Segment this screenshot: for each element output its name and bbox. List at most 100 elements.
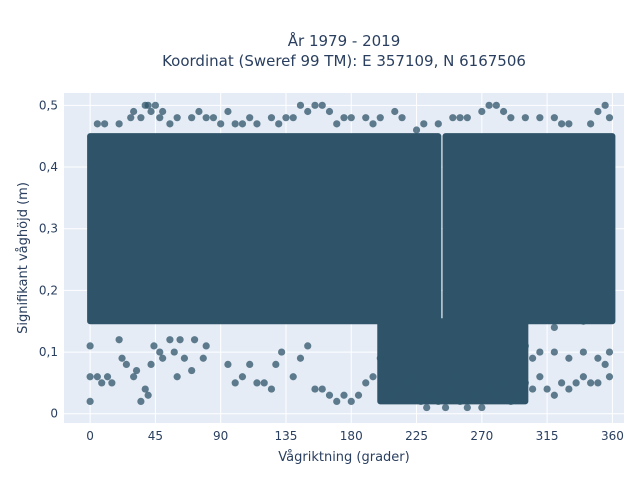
data-point bbox=[156, 114, 164, 122]
data-point bbox=[202, 342, 210, 350]
data-point bbox=[260, 379, 268, 387]
data-point bbox=[536, 373, 544, 381]
data-point bbox=[507, 397, 515, 406]
data-point bbox=[130, 107, 138, 116]
data-point bbox=[238, 120, 247, 128]
data-point bbox=[550, 114, 558, 122]
data-point bbox=[362, 114, 370, 122]
data-point bbox=[398, 114, 406, 122]
dense-point-cloud bbox=[377, 318, 529, 405]
data-point bbox=[278, 348, 286, 356]
data-point bbox=[594, 354, 602, 362]
data-point bbox=[521, 379, 529, 387]
data-point bbox=[362, 379, 370, 387]
data-point bbox=[318, 101, 326, 109]
data-point bbox=[558, 379, 566, 387]
data-point bbox=[296, 101, 305, 109]
data-point bbox=[122, 360, 130, 369]
data-point bbox=[402, 379, 410, 387]
x-tick-label: 135 bbox=[275, 429, 298, 443]
data-point bbox=[159, 354, 167, 362]
data-point bbox=[101, 120, 109, 128]
data-point bbox=[159, 107, 167, 116]
data-point bbox=[605, 373, 614, 381]
data-point bbox=[423, 403, 431, 412]
data-point bbox=[325, 107, 334, 116]
data-point bbox=[529, 385, 537, 393]
y-tick-label: 0,2 bbox=[39, 283, 58, 297]
data-point bbox=[340, 391, 348, 399]
data-point bbox=[427, 391, 435, 399]
data-point bbox=[132, 366, 141, 375]
data-point bbox=[376, 354, 384, 362]
data-point bbox=[565, 354, 573, 362]
data-point bbox=[354, 391, 363, 399]
data-point bbox=[150, 342, 158, 350]
data-point bbox=[209, 114, 218, 122]
dense-point-clouds bbox=[87, 133, 616, 405]
data-point bbox=[93, 120, 101, 128]
data-point bbox=[558, 120, 566, 128]
data-point bbox=[231, 379, 239, 387]
data-point bbox=[304, 342, 312, 350]
data-point bbox=[514, 391, 522, 399]
y-tick-label: 0,1 bbox=[39, 345, 58, 359]
data-point bbox=[166, 336, 174, 344]
data-point bbox=[587, 120, 595, 128]
data-point bbox=[188, 114, 196, 122]
data-point bbox=[333, 120, 341, 128]
data-point bbox=[434, 120, 442, 128]
data-point bbox=[456, 114, 464, 122]
data-point bbox=[267, 385, 276, 393]
data-point bbox=[579, 317, 587, 325]
data-point bbox=[224, 360, 232, 369]
data-point bbox=[463, 403, 471, 412]
data-point bbox=[195, 107, 203, 116]
data-point bbox=[521, 342, 529, 350]
data-point bbox=[253, 120, 261, 128]
data-point bbox=[246, 360, 254, 369]
data-point bbox=[507, 114, 515, 122]
data-point bbox=[408, 373, 416, 381]
data-point bbox=[130, 373, 138, 381]
data-point bbox=[449, 114, 457, 122]
x-tick-label: 45 bbox=[148, 429, 163, 443]
data-point bbox=[391, 107, 399, 116]
data-point bbox=[137, 114, 145, 122]
data-point bbox=[224, 107, 232, 116]
x-tick-label: 90 bbox=[213, 429, 228, 443]
data-point bbox=[412, 126, 421, 134]
data-point bbox=[446, 385, 454, 393]
data-point bbox=[166, 120, 174, 128]
data-point bbox=[318, 385, 326, 393]
data-point bbox=[521, 114, 529, 122]
data-point bbox=[246, 114, 254, 122]
data-point bbox=[325, 391, 334, 399]
data-point bbox=[579, 348, 587, 356]
data-point bbox=[550, 391, 558, 399]
data-point bbox=[304, 107, 312, 116]
data-point bbox=[173, 373, 181, 381]
data-point bbox=[492, 101, 500, 109]
data-point bbox=[103, 373, 112, 381]
data-point bbox=[115, 120, 123, 128]
data-point bbox=[202, 114, 210, 122]
data-point bbox=[188, 366, 196, 375]
data-point bbox=[144, 391, 152, 399]
data-point bbox=[275, 120, 283, 128]
data-point bbox=[572, 379, 580, 387]
data-point bbox=[118, 354, 126, 362]
data-point bbox=[594, 379, 602, 387]
data-point bbox=[141, 385, 149, 393]
data-point bbox=[253, 379, 261, 387]
data-point bbox=[98, 379, 106, 387]
data-point bbox=[347, 114, 355, 122]
data-point bbox=[108, 379, 116, 387]
data-point bbox=[115, 336, 123, 344]
data-point bbox=[412, 385, 421, 393]
data-point bbox=[579, 373, 587, 381]
y-axis-title: Signifikant våghöjd (m) bbox=[16, 182, 31, 334]
data-point bbox=[173, 114, 181, 122]
data-point bbox=[147, 107, 155, 116]
